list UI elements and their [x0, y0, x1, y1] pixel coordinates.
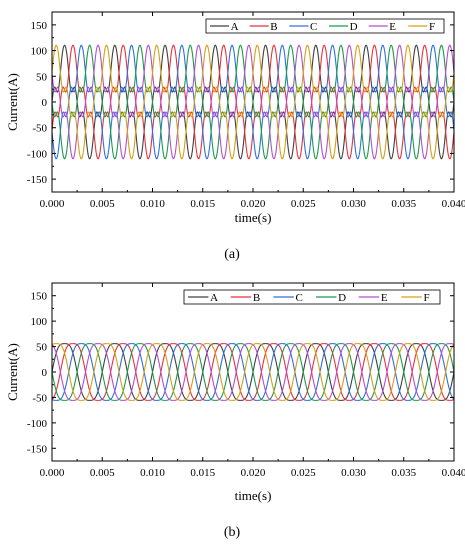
- legend-label-B: B: [253, 292, 260, 304]
- legend-label-F: F: [424, 292, 430, 304]
- chart-panel-a: 150 100 50 0 -50 -100 -150 0.000 0.005 0.010 0.015…: [5, 11, 465, 262]
- y-tick-label: -100: [27, 418, 48, 430]
- y-tick-label: -50: [32, 123, 47, 135]
- legend: A B C D E F: [183, 289, 441, 305]
- x-tick-label: 0.020: [241, 467, 266, 479]
- x-tick-label: 0.025: [291, 467, 316, 479]
- x-tick-label: 0.030: [341, 467, 366, 479]
- y-tick-label: 50: [36, 71, 48, 83]
- x-tick-label: 0.020: [241, 198, 266, 210]
- legend-box: [183, 289, 441, 305]
- y-tick-label: -100: [27, 148, 48, 160]
- x-tick-label: 0.015: [190, 198, 215, 210]
- x-axis: 0.000 0.005 0.010 0.015 0.020 0.025 0.030 0.035…: [40, 283, 465, 479]
- x-axis-label: time(s): [235, 210, 272, 225]
- series-line-D: [52, 343, 454, 401]
- y-tick-label: -50: [32, 392, 47, 404]
- y-tick-label: 50: [36, 342, 48, 354]
- y-axis-label: Current(A): [5, 73, 20, 131]
- x-tick-label: 0.035: [391, 467, 416, 479]
- y-axis-label: Current(A): [5, 343, 20, 401]
- y-axis: 150 100 50 0 -50 -100 -150: [27, 291, 454, 455]
- legend: A B C D E F: [205, 18, 445, 34]
- x-axis-label: time(s): [235, 488, 272, 503]
- y-tick-label: -150: [27, 443, 48, 455]
- x-tick-label: 0.010: [140, 198, 165, 210]
- panel-label: (b): [224, 525, 241, 540]
- y-tick-label: 100: [31, 46, 48, 58]
- chart-panel-b: 150 100 50 0 -50 -100 -150 0.000 0.005 0.010 0.015…: [5, 282, 465, 540]
- panel-label: (a): [224, 247, 240, 262]
- legend-label-E: E: [381, 292, 388, 304]
- series-line-F: [52, 343, 454, 401]
- x-axis: 0.000 0.005 0.010 0.015 0.020 0.025 0.030 0.035…: [40, 12, 465, 210]
- x-tick-label: 0.010: [140, 467, 165, 479]
- legend-box: [205, 18, 445, 34]
- x-tick-label: 0.000: [40, 467, 65, 479]
- x-tick-label: 0.035: [391, 198, 416, 210]
- y-tick-label: -150: [27, 174, 48, 186]
- x-tick-label: 0.040: [442, 467, 465, 479]
- legend-label-B: B: [270, 21, 277, 33]
- series-lines: [52, 343, 454, 401]
- legend-label-F: F: [429, 21, 435, 33]
- legend-label-C: C: [310, 21, 317, 33]
- legend-label-D: D: [338, 292, 346, 304]
- x-tick-label: 0.000: [40, 198, 65, 210]
- series-line-F: [52, 44, 454, 160]
- x-tick-label: 0.030: [341, 198, 366, 210]
- x-tick-label: 0.005: [90, 198, 115, 210]
- legend-label-E: E: [389, 21, 396, 33]
- x-tick-label: 0.005: [90, 467, 115, 479]
- legend-label-A: A: [231, 21, 239, 33]
- legend-label-C: C: [296, 292, 303, 304]
- y-tick-label: 100: [31, 316, 48, 328]
- y-tick-label: 150: [31, 291, 48, 303]
- x-tick-label: 0.025: [291, 198, 316, 210]
- y-tick-label: 0: [42, 367, 48, 379]
- legend-label-A: A: [210, 292, 218, 304]
- legend-label-D: D: [350, 21, 358, 33]
- y-axis: 150 100 50 0 -50 -100 -150: [27, 20, 454, 186]
- series-lines: [52, 44, 454, 160]
- y-tick-label: 150: [31, 20, 48, 32]
- series-line-D: [52, 44, 454, 160]
- x-tick-label: 0.015: [190, 467, 215, 479]
- y-tick-label: 0: [42, 97, 48, 109]
- x-tick-label: 0.040: [442, 198, 465, 210]
